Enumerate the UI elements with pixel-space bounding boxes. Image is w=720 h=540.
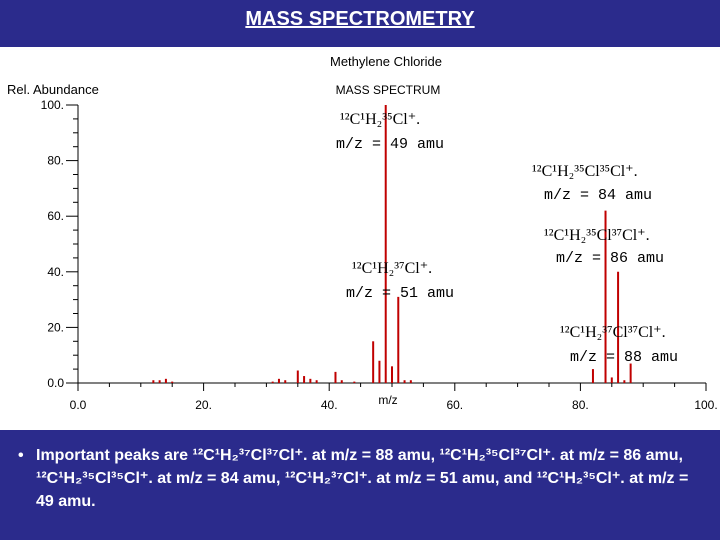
- annotation-51-mz: m/z = 51 amu: [346, 285, 454, 302]
- annotation-84-formula: ¹²C¹H₂³⁵Cl³⁵Cl⁺.: [532, 163, 638, 180]
- annotation-86: ¹²C¹H₂³⁵Cl³⁷Cl⁺. m/z = 86 amu: [544, 227, 664, 267]
- axis-ticks: 0.0 20. 40. 60. 80. 100. 0.0 20. 40. 60. 80. 100.: [41, 98, 718, 412]
- annotation-88: ¹²C¹H₂³⁷Cl³⁷Cl⁺. m/z = 88 amu: [560, 324, 678, 366]
- slide-title: MASS SPECTROMETRY: [245, 8, 475, 30]
- annotation-86-formula: ¹²C¹H₂³⁵Cl³⁷Cl⁺.: [544, 227, 650, 244]
- y-axis-label: Rel. Abundance: [7, 82, 99, 97]
- x-tick-label: 40.: [321, 398, 338, 412]
- y-tick-label: 60.: [47, 209, 64, 223]
- annotation-84-mz: m/z = 84 amu: [544, 187, 652, 204]
- mass-spectrum-chart: Methylene Chloride MASS SPECTRUM Rel. Ab…: [7, 54, 718, 412]
- bullet-text: Important peaks are ¹²C¹H₂³⁷Cl³⁷Cl⁺. at …: [36, 447, 689, 510]
- x-tick-label: 0.0: [70, 398, 87, 412]
- y-tick-label: 40.: [47, 265, 64, 279]
- x-tick-label: 80.: [572, 398, 589, 412]
- annotation-51: ¹²C¹H₂³⁷Cl⁺. m/z = 51 amu: [346, 260, 454, 302]
- y-tick-label: 20.: [47, 320, 64, 334]
- footer-band: [0, 430, 720, 540]
- x-tick-label: 100.: [694, 398, 717, 412]
- annotation-49-mz: m/z = 49 amu: [336, 136, 444, 153]
- y-tick-label: 0.0: [47, 376, 64, 390]
- x-tick-label: 60.: [446, 398, 463, 412]
- chart-title: Methylene Chloride: [330, 54, 442, 69]
- annotation-88-formula: ¹²C¹H₂³⁷Cl³⁷Cl⁺.: [560, 324, 666, 341]
- annotation-86-mz: m/z = 86 amu: [556, 250, 664, 267]
- x-axis-label: m/z: [378, 393, 397, 407]
- x-tick-label: 20.: [195, 398, 212, 412]
- y-tick-label: 80.: [47, 154, 64, 168]
- annotation-49-formula: ¹²C¹H₂³⁵Cl⁺.: [340, 111, 420, 128]
- annotation-84: ¹²C¹H₂³⁵Cl³⁵Cl⁺. m/z = 84 amu: [532, 163, 652, 204]
- annotation-51-formula: ¹²C¹H₂³⁷Cl⁺.: [352, 260, 432, 277]
- peaks: [152, 105, 632, 383]
- y-tick-label: 100.: [41, 98, 64, 112]
- bullet-dot-icon: •: [18, 447, 24, 464]
- annotation-88-mz: m/z = 88 amu: [570, 349, 678, 366]
- annotation-49: ¹²C¹H₂³⁵Cl⁺. m/z = 49 amu: [336, 111, 444, 153]
- chart-subtitle: MASS SPECTRUM: [336, 83, 441, 97]
- header-band: [0, 0, 720, 47]
